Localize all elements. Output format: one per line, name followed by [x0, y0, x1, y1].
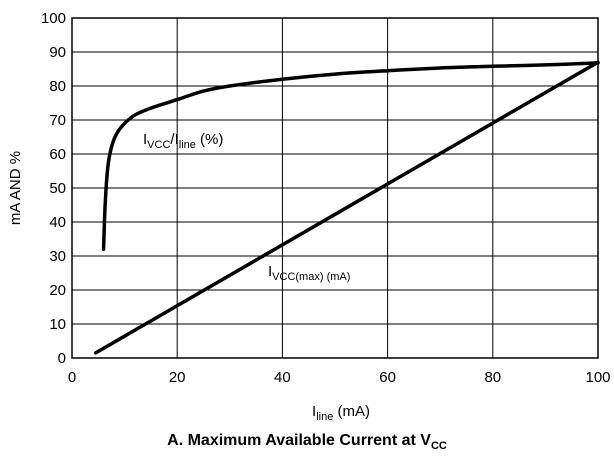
y-tick-label: 20 — [49, 282, 66, 299]
y-tick-labels: 0 10 20 30 40 50 60 70 80 90 100 — [41, 10, 66, 367]
grid-lines — [71, 17, 599, 359]
x-tick-label: 100 — [585, 369, 610, 386]
x-tick-label: 20 — [169, 369, 186, 386]
x-tick-label: 80 — [484, 369, 501, 386]
series-line-ivcc-iline-pct — [101, 61, 600, 251]
y-tick-label: 30 — [49, 248, 66, 265]
x-axis-label: Iline (mA) — [312, 403, 370, 423]
x-tick-label: 0 — [68, 369, 76, 386]
y-tick-label: 100 — [41, 10, 66, 27]
y-tick-label: 40 — [49, 214, 66, 231]
y-tick-label: 60 — [49, 146, 66, 163]
y-tick-label: 10 — [49, 316, 66, 333]
x-tick-label: 60 — [379, 369, 396, 386]
figure-caption: A. Maximum Available Current at VCC — [167, 432, 447, 453]
series-line-ivcc-max — [93, 60, 600, 355]
series-label-ivcc-max: IVCC(max) (mA) — [268, 263, 350, 283]
y-tick-label: 70 — [49, 112, 66, 129]
y-tick-label: 90 — [49, 44, 66, 61]
plot-frame — [71, 17, 599, 359]
y-tick-label: 50 — [49, 180, 66, 197]
x-tick-labels: 0 20 40 60 80 100 — [68, 369, 611, 386]
y-axis-label: mA AND % — [7, 151, 24, 225]
series-label-ivcc-iline-pct: IVCC/Iline (%) — [143, 131, 223, 151]
x-tick-label: 40 — [274, 369, 291, 386]
y-tick-label: 0 — [58, 350, 66, 367]
chart: 0 10 20 30 40 50 60 70 80 90 100 0 20 40 60 80 100 IVCC… — [7, 10, 611, 423]
y-tick-label: 80 — [49, 78, 66, 95]
